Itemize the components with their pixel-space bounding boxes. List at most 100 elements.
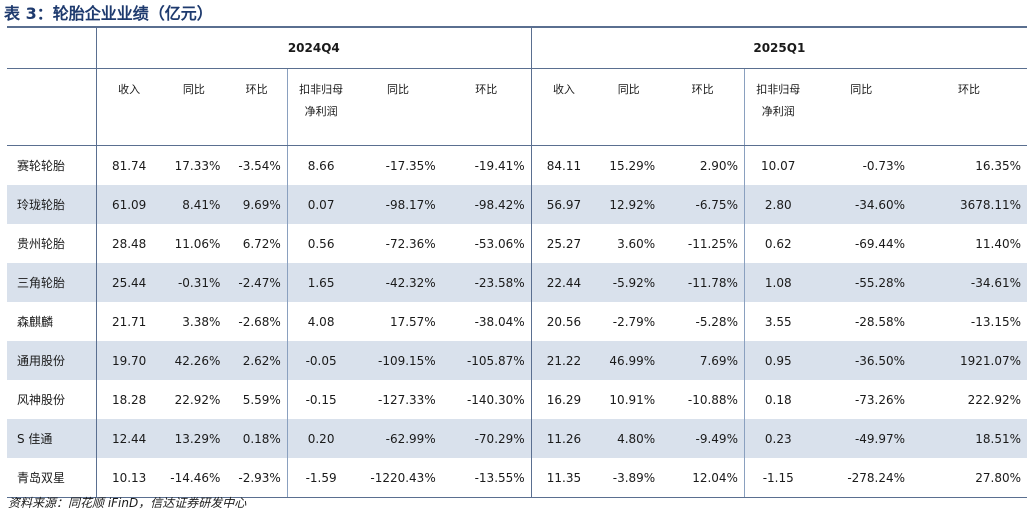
column-header: 同比 [354,68,442,146]
column-header-line1: 扣非归母 [299,83,344,96]
value-cell: 0.62 [743,224,812,263]
value-cell: 25.27 [530,224,597,263]
value-cell: -5.28% [695,314,738,329]
value-cell: -278.24% [811,458,912,498]
value-cell: 15.29% [609,158,656,173]
value-cell: -1.15 [743,458,812,498]
value-cell: 4.08 [286,302,355,341]
value-cell: 21.71 [95,302,162,341]
company-name-cell: 贵州轮胎 [17,237,66,251]
period-header-2025q1: 2025Q1 [530,26,1027,69]
company-name-cell: 玲珑轮胎 [7,185,97,224]
value-cell: 4.80% [596,419,662,458]
value-cell: 16.29 [530,380,597,419]
value-cell: 10.91% [609,392,656,407]
value-cell: -109.15% [354,341,442,380]
company-name-cell: 森麒麟 [17,315,54,329]
value-cell: -98.42% [441,185,532,224]
table-row: 贵州轮胎 28.48 11.06% 6.72% 0.56 -72.36% -53.06% 25… [7,224,1027,263]
table-title: 表 3：轮胎企业业绩（亿元） [4,4,213,23]
value-cell: -19.41% [474,158,525,173]
company-name-cell: 三角轮胎 [7,263,97,302]
value-cell: -0.15 [286,380,355,419]
value-cell: 13.29% [161,419,227,458]
company-name-cell: 风神股份 [17,393,66,407]
value-cell: -5.92% [596,263,662,302]
value-cell: -1.59 [286,458,355,498]
value-cell: -127.33% [377,392,436,407]
value-cell: -13.55% [441,458,532,498]
value-cell: -38.04% [474,314,525,329]
value-cell: -1220.43% [354,458,442,498]
table-row: 赛轮轮胎 81.74 17.33% -3.54% 8.66 -17.35% -19.41% 8… [7,145,1027,185]
table-row: 森麒麟 21.71 3.38% -2.68% 4.08 17.57% -38.04% 20.5… [7,302,1027,341]
value-cell: 1921.07% [911,341,1027,380]
table-row: 玲珑轮胎 61.09 8.41% 9.69% 0.07 -98.17% -98.42% 56.… [7,185,1027,224]
value-cell: 22.92% [174,392,221,407]
value-cell: -72.36% [385,236,436,251]
column-header: 同比 [596,68,662,146]
column-header-line1: 同比 [387,83,410,96]
value-cell: 16.35% [975,158,1021,173]
value-cell: -105.87% [441,341,532,380]
company-name-cell: 青岛双星 [7,458,97,498]
column-header-line1: 环比 [691,83,714,96]
value-cell: -70.29% [441,419,532,458]
value-cell: -2.93% [226,458,288,498]
value-cell: 2.90% [699,158,738,173]
column-header: 环比 [911,68,1027,146]
value-cell: 8.66 [286,145,355,185]
value-cell: 27.80% [911,458,1027,498]
row-label-header [7,68,97,146]
value-cell: 3.38% [182,314,221,329]
column-header-line1: 环比 [958,83,981,96]
value-cell: -14.46% [161,458,227,498]
table-row: S 佳通 12.44 13.29% 0.18% 0.20 -62.99% -70.29% 11… [7,419,1027,458]
column-header: 收入 [95,68,162,146]
value-cell: -140.30% [466,392,525,407]
value-cell: -36.50% [811,341,912,380]
column-header: 环比 [661,68,745,146]
value-cell: -42.32% [354,263,442,302]
value-cell: 42.26% [161,341,227,380]
value-cell: -2.79% [612,314,656,329]
period-header-2024q4: 2024Q4 [95,26,532,69]
value-cell: 81.74 [95,145,162,185]
column-header-line2: 净利润 [761,105,795,118]
column-header-line1: 收入 [118,83,141,96]
value-cell: 0.20 [286,419,355,458]
value-cell: 28.48 [95,224,162,263]
column-header: 同比 [811,68,912,146]
column-header: 同比 [161,68,227,146]
value-cell: 17.33% [174,158,221,173]
column-header: 扣非归母 净利润 [743,68,812,146]
value-cell: 9.69% [226,185,288,224]
value-cell: -6.75% [661,185,745,224]
column-header-line1: 环比 [245,83,268,96]
value-cell: -69.44% [854,236,906,251]
source-note: 资料来源：同花顺 iFinD，信达证券研发中心 [8,496,247,510]
value-cell: 46.99% [596,341,662,380]
value-cell: -2.47% [226,263,288,302]
value-cell: 21.22 [530,341,597,380]
column-header-line1: 环比 [475,83,498,96]
table-row: 青岛双星 10.13 -14.46% -2.93% -1.59 -1220.43% -13.… [7,458,1027,498]
value-cell: -49.97% [811,419,912,458]
value-cell: 11.06% [174,236,221,251]
value-cell: 18.28 [95,380,162,419]
value-cell: 18.51% [911,419,1027,458]
value-cell: -0.73% [862,158,906,173]
value-cell: -28.58% [854,314,906,329]
column-header-row: 收入 同比 环比 扣非归母 净利润 同比 环比 收入 同比 环比 扣非归母 净利润 同比 环比 [7,68,1027,146]
value-cell: 3.60% [617,236,656,251]
column-header: 环比 [226,68,288,146]
value-cell: 0.07 [286,185,355,224]
value-cell: 11.40% [975,236,1021,251]
column-header: 扣非归母 净利润 [286,68,355,146]
value-cell: 222.92% [967,392,1021,407]
column-header-line2: 净利润 [304,105,338,118]
value-cell: -62.99% [354,419,442,458]
column-header-line1: 扣非归母 [756,83,801,96]
table-row: 通用股份 19.70 42.26% 2.62% -0.05 -109.15% -105.87… [7,341,1027,380]
value-cell: -10.88% [687,392,738,407]
